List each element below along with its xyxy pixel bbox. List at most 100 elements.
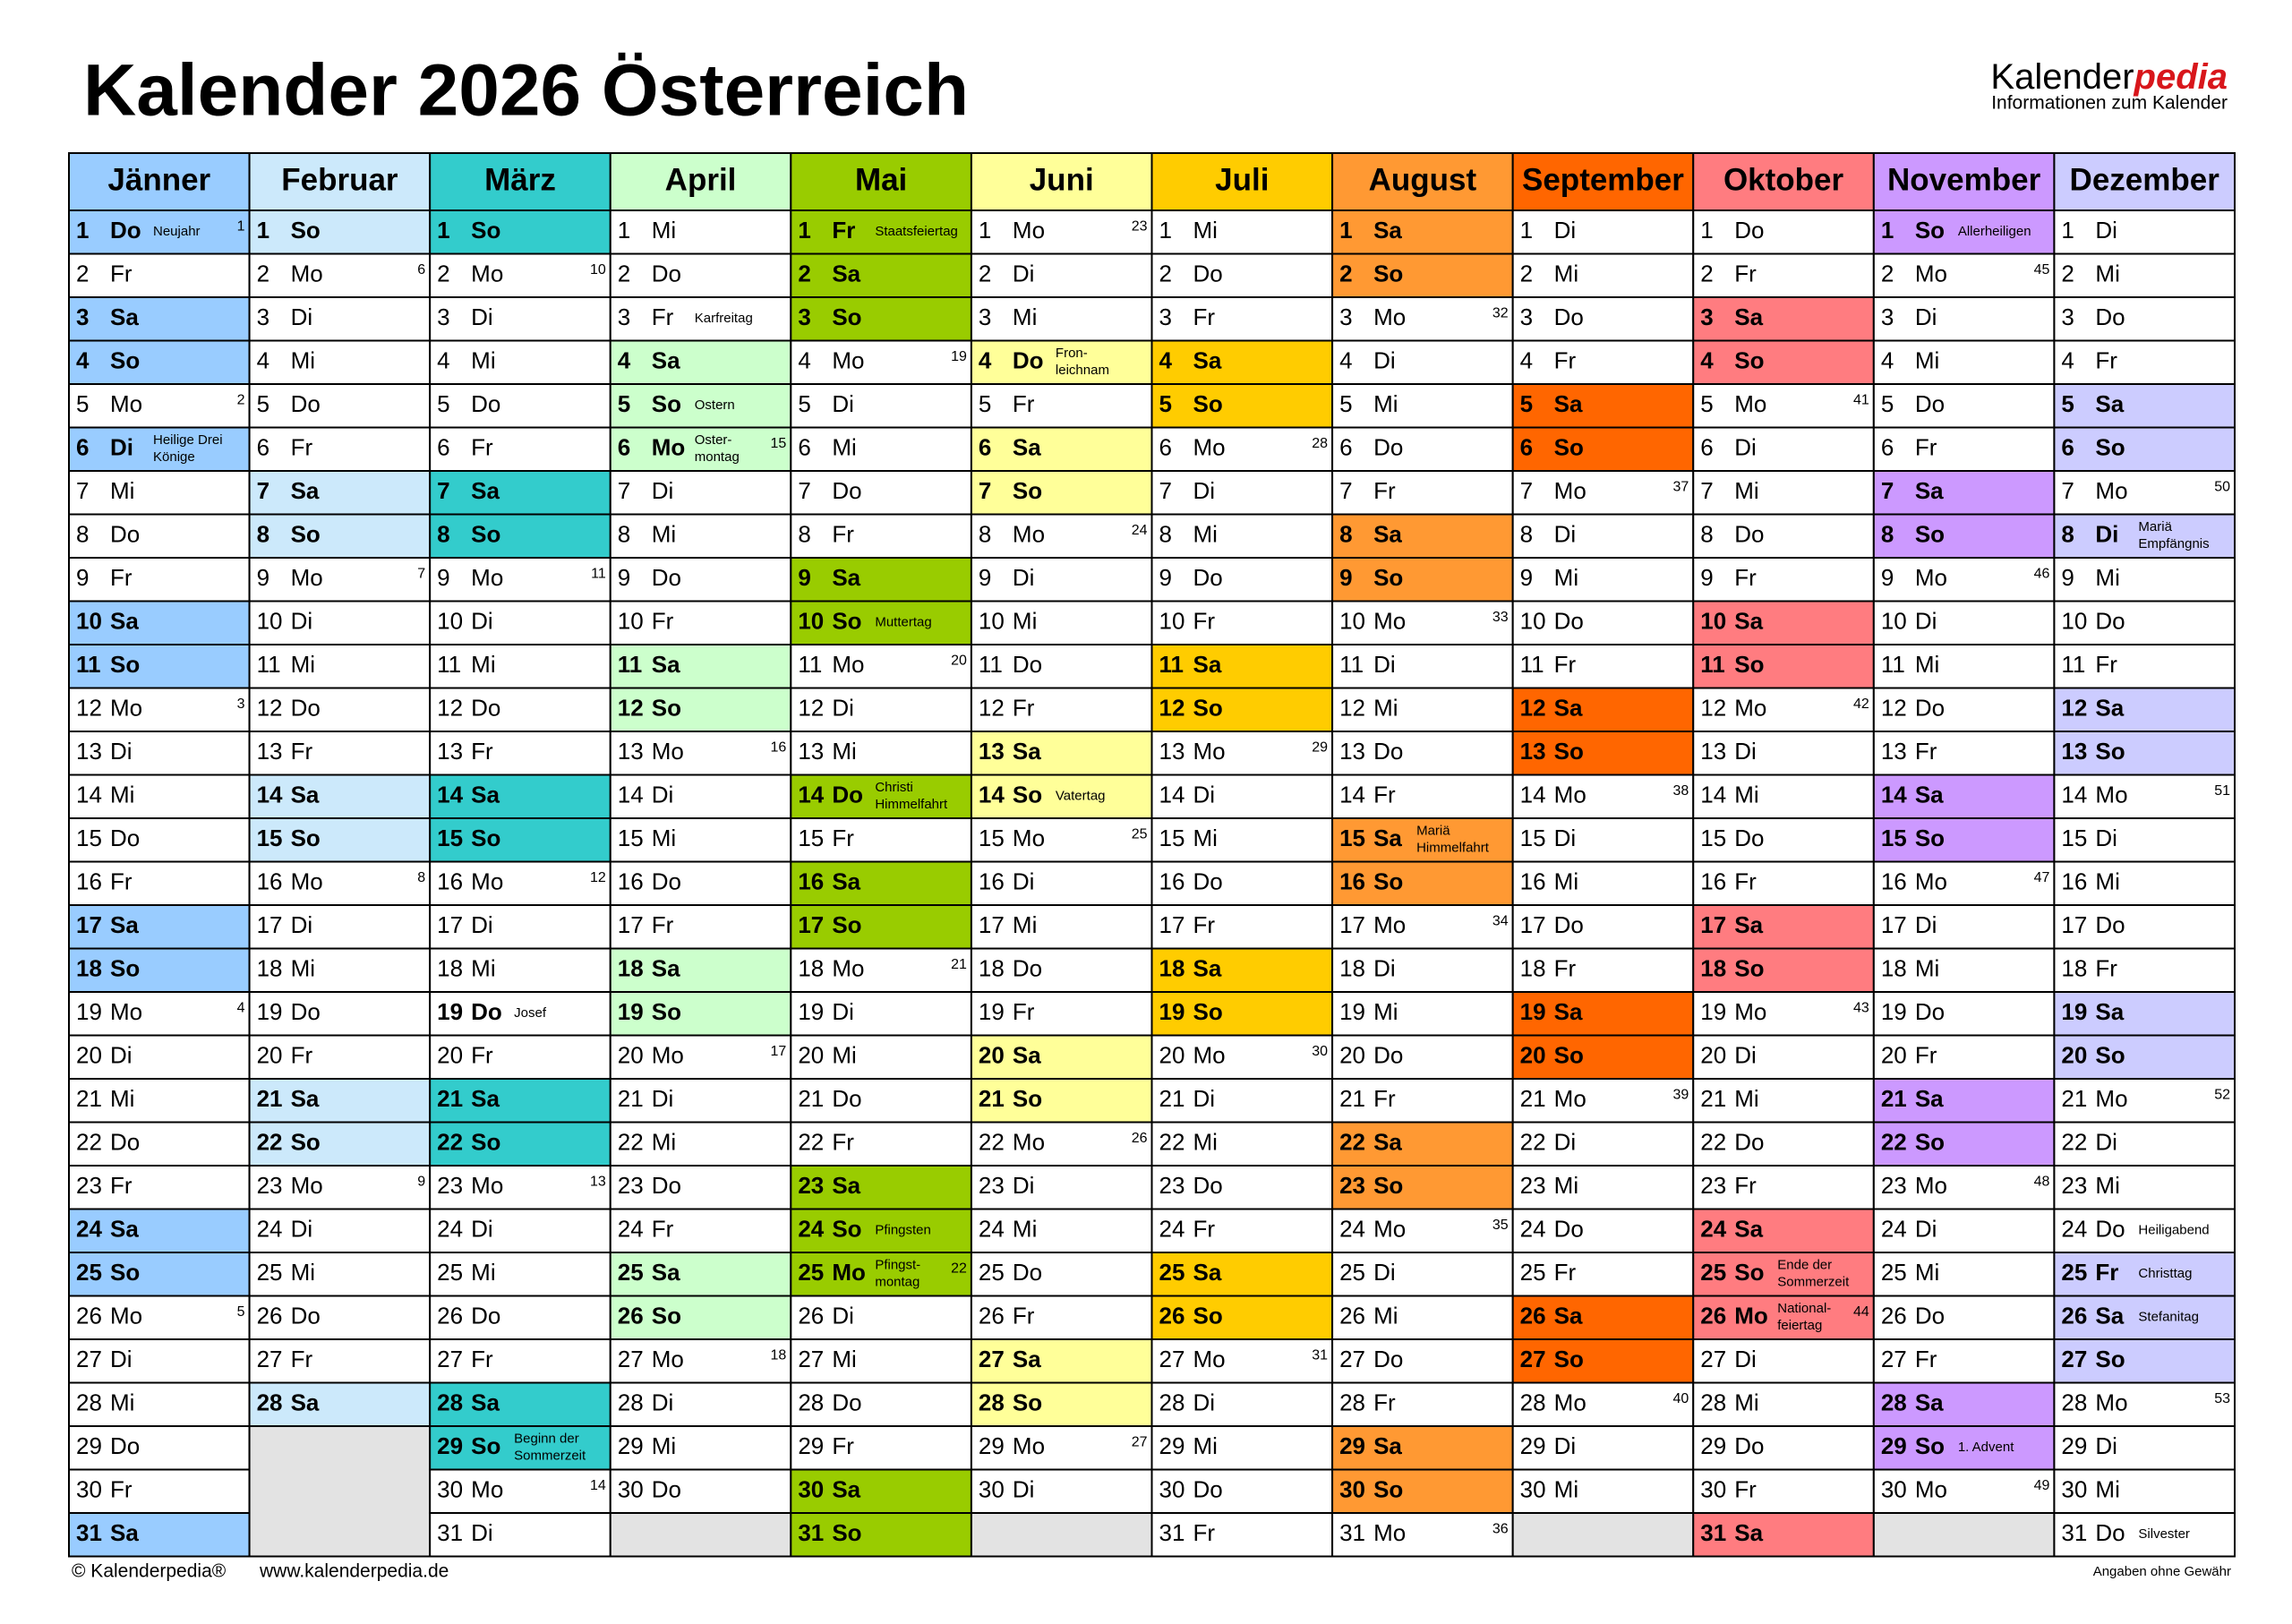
week-number: 4 [237, 1000, 245, 1015]
week-number: 33 [1492, 610, 1509, 625]
day-cell [1331, 1295, 1514, 1340]
holiday-note: Beginn der [514, 1432, 579, 1447]
holiday-note: 1. Advent [1958, 1440, 2014, 1455]
weekday: Mo [1734, 695, 1766, 722]
weekday: Mo [2095, 782, 2127, 808]
weekday: Fr [110, 1172, 133, 1199]
month-header [2053, 152, 2236, 211]
weekday: So [832, 1216, 861, 1243]
day-cell [609, 557, 792, 603]
day-cell [248, 600, 432, 645]
day-number: 16 [1700, 868, 1726, 895]
weekday: Mi [471, 651, 495, 678]
day-cell [970, 860, 1153, 906]
day-cell [2053, 1381, 2236, 1427]
day-number: 20 [257, 1042, 283, 1069]
day-cell [68, 1252, 251, 1297]
weekday: Fr [1915, 738, 1937, 765]
day-number: 14 [1881, 782, 1907, 808]
day-cell [68, 774, 251, 819]
day-cell [1872, 426, 2056, 472]
weekday: Do [652, 1476, 681, 1503]
day-number: 24 [618, 1216, 644, 1243]
weekday: Mi [291, 651, 315, 678]
weekday: So [110, 1259, 140, 1286]
day-cell [1511, 383, 1695, 429]
day-number: 22 [257, 1129, 283, 1156]
day-cell [68, 1338, 251, 1384]
day-cell [248, 426, 432, 472]
day-number: 5 [2061, 390, 2074, 417]
day-number: 24 [257, 1216, 283, 1243]
holiday-note: Himmelfahrt [1416, 841, 1490, 856]
weekday: Sa [2095, 390, 2124, 417]
weekday: Di [832, 1303, 854, 1329]
day-number: 7 [979, 477, 991, 504]
weekday: Di [2095, 217, 2117, 244]
day-cell [1331, 1208, 1514, 1253]
day-number: 10 [618, 608, 644, 635]
day-number: 22 [979, 1129, 1005, 1156]
day-number: 13 [1339, 738, 1365, 765]
day-cell [1150, 644, 1334, 689]
day-number: 25 [1339, 1259, 1365, 1286]
day-number: 20 [437, 1042, 463, 1069]
day-number: 20 [76, 1042, 102, 1069]
weekday: So [652, 695, 681, 722]
day-cell [1150, 426, 1334, 472]
weekday: So [1193, 695, 1223, 722]
day-cell [429, 731, 611, 776]
weekday: Mo [1734, 1303, 1768, 1329]
weekday: Fr [1013, 390, 1035, 417]
day-cell [2053, 1512, 2236, 1558]
day-number: 2 [618, 261, 630, 287]
weekday: Mi [1554, 261, 1578, 287]
day-cell [1872, 731, 2056, 776]
weekday: Do [2095, 1216, 2125, 1243]
day-number: 19 [2061, 998, 2087, 1025]
weekday: So [652, 390, 681, 417]
day-cell [970, 209, 1153, 255]
day-number: 17 [76, 911, 102, 938]
day-cell [970, 1381, 1153, 1427]
day-number: 23 [618, 1172, 644, 1199]
day-cell [790, 600, 972, 645]
weekday: Fr [2095, 651, 2117, 678]
day-cell [429, 1121, 611, 1167]
day-number: 23 [1339, 1172, 1365, 1199]
day-cell [970, 600, 1153, 645]
week-number: 9 [417, 1174, 425, 1189]
day-number: 10 [798, 608, 824, 635]
weekday: Mi [1373, 998, 1398, 1025]
day-cell [429, 1512, 611, 1558]
day-cell [248, 513, 432, 559]
weekday: So [1373, 1476, 1403, 1503]
day-number: 29 [2061, 1432, 2087, 1459]
day-number: 12 [437, 695, 463, 722]
weekday: So [2095, 738, 2125, 765]
weekday: Mi [652, 217, 676, 244]
day-cell [68, 383, 251, 429]
day-cell [2053, 1252, 2236, 1297]
week-number: 42 [1853, 697, 1869, 712]
day-cell [429, 513, 611, 559]
day-number: 8 [257, 521, 269, 548]
weekday: Fr [1373, 1085, 1396, 1112]
week-number: 28 [1312, 436, 1328, 451]
weekday: Di [832, 695, 854, 722]
day-number: 6 [1700, 434, 1713, 461]
weekday: So [471, 1432, 500, 1459]
week-number: 46 [2034, 566, 2050, 581]
weekday: Do [1373, 738, 1403, 765]
day-number: 23 [2061, 1172, 2087, 1199]
empty-cell [970, 1512, 1153, 1558]
day-number: 29 [1159, 1432, 1185, 1459]
week-number: 17 [771, 1044, 787, 1059]
weekday: Sa [291, 1389, 320, 1416]
day-cell [609, 1381, 792, 1427]
weekday: Mi [1915, 347, 1939, 374]
day-cell [970, 252, 1153, 298]
day-number: 1 [979, 217, 991, 244]
day-number: 21 [1700, 1085, 1726, 1112]
